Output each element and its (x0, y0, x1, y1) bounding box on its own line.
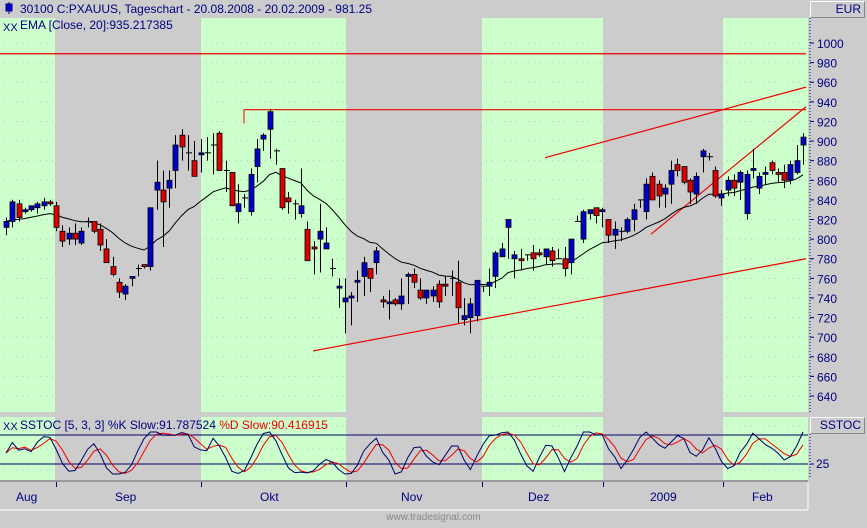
ema-line[interactable] (5, 171, 804, 286)
sstoc-legend-icon: XX (3, 421, 18, 433)
svg-text:860: 860 (817, 174, 837, 188)
stoch-axis-panel[interactable] (808, 434, 867, 479)
stoch-tick-25: 25 (816, 457, 830, 471)
time-axis-ticks (56, 482, 724, 487)
sstoc-legend: SSTOC [5, 3, 3] %K Slow:91.787524 %D Slo… (20, 418, 328, 432)
svg-text:760: 760 (817, 272, 837, 286)
svg-text:880: 880 (817, 155, 837, 169)
svg-text:840: 840 (817, 194, 837, 208)
sstoc-k-label: SSTOC [5, 3, 3] %K Slow:91.787524 (20, 418, 216, 432)
svg-text:780: 780 (817, 253, 837, 267)
price-axis-panel[interactable] (808, 18, 867, 412)
svg-text:980: 980 (817, 57, 837, 71)
x-axis-top-border (0, 480, 808, 482)
svg-text:940: 940 (817, 96, 837, 110)
time-axis-label: Okt (260, 490, 279, 504)
svg-text:1000: 1000 (817, 37, 844, 51)
svg-text:960: 960 (817, 76, 837, 90)
svg-text:800: 800 (817, 233, 837, 247)
time-axis-label: Aug (16, 490, 38, 504)
svg-text:740: 740 (817, 292, 837, 306)
svg-text:820: 820 (817, 214, 837, 228)
svg-text:900: 900 (817, 135, 837, 149)
stoch-axis-title: SSTOC (810, 417, 865, 434)
price-axis-ticks: 640 660 680 700 720 740 760 780 800 820 840 860 880 9… (810, 37, 844, 404)
footer-credit: www.tradesignal.com (386, 512, 481, 523)
currency-label: EUR (810, 1, 865, 18)
x-axis-panel[interactable] (0, 482, 808, 509)
time-axis-label: Feb (752, 490, 773, 504)
svg-text:640: 640 (817, 390, 837, 404)
sstoc-d-label: %D Slow:90.416915 (219, 418, 328, 432)
candlesticks[interactable] (3, 109, 807, 334)
chart-title: 30100 C:PXAUUS, Tageschart - 20.08.2008 … (20, 2, 373, 16)
svg-text:680: 680 (817, 351, 837, 365)
symbol-candle-icon (5, 2, 13, 14)
price-gridlines (4, 42, 808, 397)
stoch-gridlines (4, 425, 808, 471)
ema-legend: EMA [Close, 20]:935.217385 (20, 18, 173, 32)
time-axis-label: Dez (528, 490, 550, 504)
ema-legend-icon: XX (3, 22, 18, 34)
panel-separator[interactable] (0, 412, 808, 417)
svg-text:720: 720 (817, 312, 837, 326)
svg-text:700: 700 (817, 331, 837, 345)
trendlines[interactable] (0, 53, 807, 352)
time-axis-label: Sep (115, 490, 137, 504)
stoch-d-line[interactable] (5, 432, 804, 474)
svg-text:660: 660 (817, 370, 837, 384)
svg-text:920: 920 (817, 115, 837, 129)
time-axis-label: 2009 (650, 490, 677, 504)
period-bands-main (0, 18, 808, 412)
stoch-k-line[interactable] (5, 431, 804, 475)
time-axis-label: Nov (401, 490, 423, 504)
